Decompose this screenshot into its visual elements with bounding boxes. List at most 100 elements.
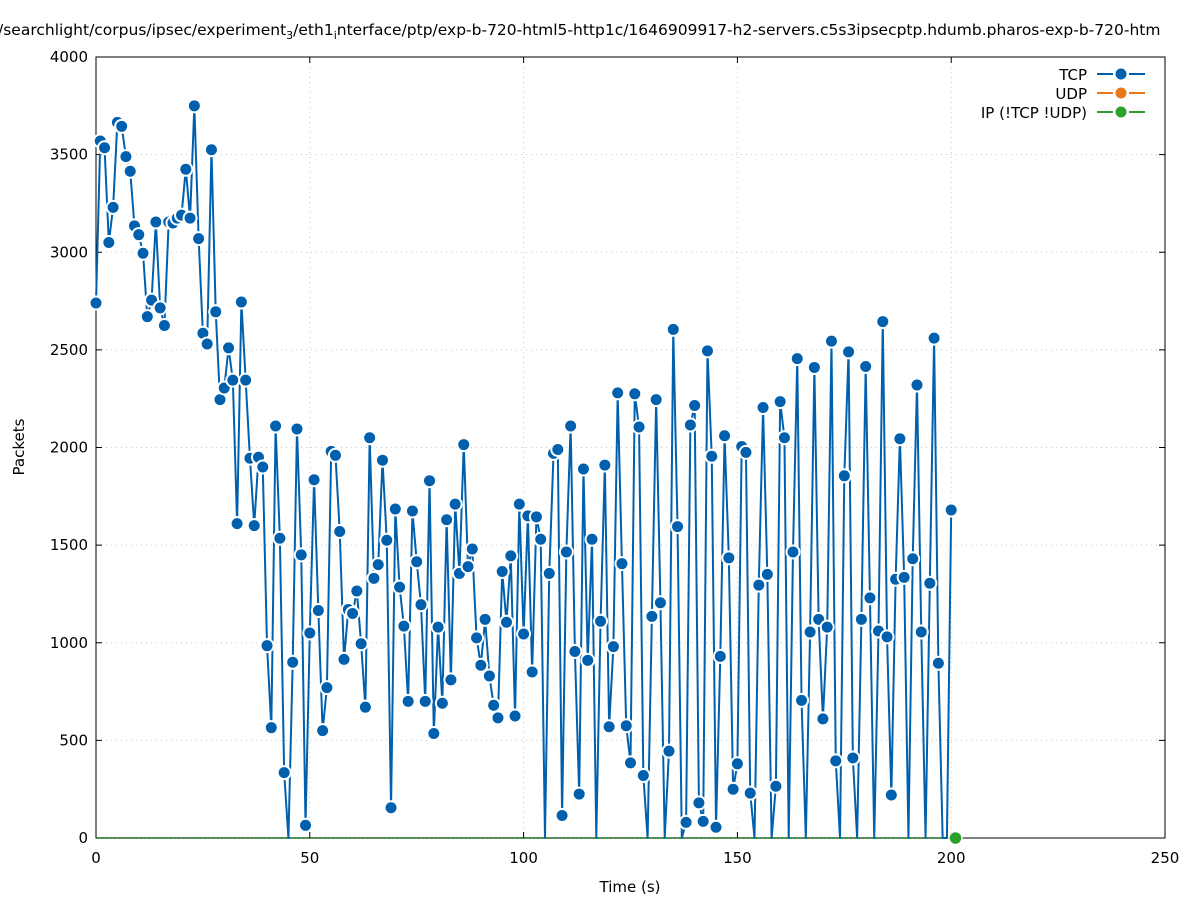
- tcp-point: [201, 338, 213, 350]
- tcp-point: [847, 752, 859, 764]
- tcp-point: [500, 616, 512, 628]
- tcp-point: [394, 581, 406, 593]
- tcp-point: [731, 758, 743, 770]
- tcp-point: [248, 520, 260, 532]
- tcp-point: [672, 521, 684, 533]
- tcp-point: [445, 674, 457, 686]
- tcp-point: [817, 713, 829, 725]
- tcp-point: [667, 323, 679, 335]
- tcp-point: [274, 532, 286, 544]
- tcp-point: [90, 297, 102, 309]
- tcp-point: [415, 599, 427, 611]
- tcp-point: [338, 653, 350, 665]
- tcp-point: [419, 695, 431, 707]
- tcp-point: [240, 374, 252, 386]
- tcp-point: [141, 311, 153, 323]
- tcp-point: [411, 556, 423, 568]
- tcp-point: [701, 345, 713, 357]
- tcp-point: [864, 592, 876, 604]
- tcp-point: [813, 613, 825, 625]
- tcp-point: [124, 165, 136, 177]
- y-tick-label: 0: [78, 829, 88, 847]
- tcp-point: [458, 439, 470, 451]
- y-tick-label: 3000: [50, 243, 88, 261]
- tcp-point: [680, 816, 692, 828]
- tcp-point: [496, 565, 508, 577]
- legend-marker: [1115, 68, 1127, 80]
- tcp-point: [620, 720, 632, 732]
- tcp-point: [509, 710, 521, 722]
- tcp-point: [706, 450, 718, 462]
- tcp-point: [565, 420, 577, 432]
- x-tick-label: 150: [723, 849, 752, 867]
- tcp-point: [488, 699, 500, 711]
- tcp-point: [287, 656, 299, 668]
- tcp-point: [321, 682, 333, 694]
- tcp-point: [347, 607, 359, 619]
- tcp-point: [693, 797, 705, 809]
- x-tick-label: 200: [937, 849, 966, 867]
- tcp-point: [719, 430, 731, 442]
- tcp-point: [599, 459, 611, 471]
- tcp-point: [449, 498, 461, 510]
- tcp-point: [462, 561, 474, 573]
- tcp-point: [689, 400, 701, 412]
- tcp-point: [582, 654, 594, 666]
- tcp-point: [381, 534, 393, 546]
- x-tick-label: 100: [509, 849, 538, 867]
- tcp-point: [830, 755, 842, 767]
- tcp-point: [351, 585, 363, 597]
- tcp-point: [193, 233, 205, 245]
- tcp-point: [133, 229, 145, 241]
- tcp-point: [231, 518, 243, 530]
- tcp-point: [663, 745, 675, 757]
- tcp-point: [595, 615, 607, 627]
- tcp-point: [625, 757, 636, 769]
- tcp-point: [355, 638, 367, 650]
- tcp-point: [778, 432, 790, 444]
- tcp-point: [714, 650, 726, 662]
- tcp-point: [120, 151, 132, 163]
- tcp-point: [300, 819, 312, 831]
- tcp-point: [740, 446, 752, 458]
- y-tick-label: 2500: [50, 341, 88, 359]
- tcp-point: [406, 505, 418, 517]
- x-axis-label: Time (s): [599, 878, 661, 896]
- tcp-series: [88, 98, 959, 839]
- legend-udp-label: UDP: [1055, 85, 1087, 103]
- tcp-point: [530, 511, 542, 523]
- tcp-point: [505, 550, 517, 562]
- tcp-point: [389, 503, 401, 515]
- chart-title: /searchlight/corpus/ipsec/experiment3/et…: [0, 21, 1160, 42]
- tcp-point: [329, 449, 341, 461]
- tcp-point: [569, 646, 581, 658]
- tcp-point: [261, 640, 273, 652]
- tcp-point: [526, 666, 538, 678]
- tcp-point: [295, 549, 307, 561]
- x-tick-label: 250: [1151, 849, 1180, 867]
- tcp-point: [885, 789, 897, 801]
- tcp-point: [107, 201, 119, 213]
- tcp-point: [860, 360, 872, 372]
- tcp-point: [684, 419, 696, 431]
- tcp-point: [907, 553, 919, 565]
- tcp-point: [881, 631, 893, 643]
- tcp-point: [932, 657, 944, 669]
- tcp-point: [359, 701, 371, 713]
- tcp-point: [188, 100, 200, 112]
- tcp-point: [518, 628, 530, 640]
- tcp-point: [770, 780, 782, 792]
- tcp-point: [650, 394, 662, 406]
- y-tick-label: 4000: [50, 48, 88, 66]
- legend-ip-label: IP (!TCP !UDP): [981, 104, 1087, 122]
- tcp-point: [265, 722, 277, 734]
- tcp-point: [808, 361, 820, 373]
- y-axis-label: Packets: [10, 418, 28, 475]
- tcp-point: [257, 461, 269, 473]
- legend: TCP UDP IP (!TCP !UDP): [981, 66, 1145, 122]
- tcp-point: [791, 353, 803, 365]
- tcp-point: [804, 626, 816, 638]
- tcp-point: [492, 712, 504, 724]
- tcp-point: [796, 694, 808, 706]
